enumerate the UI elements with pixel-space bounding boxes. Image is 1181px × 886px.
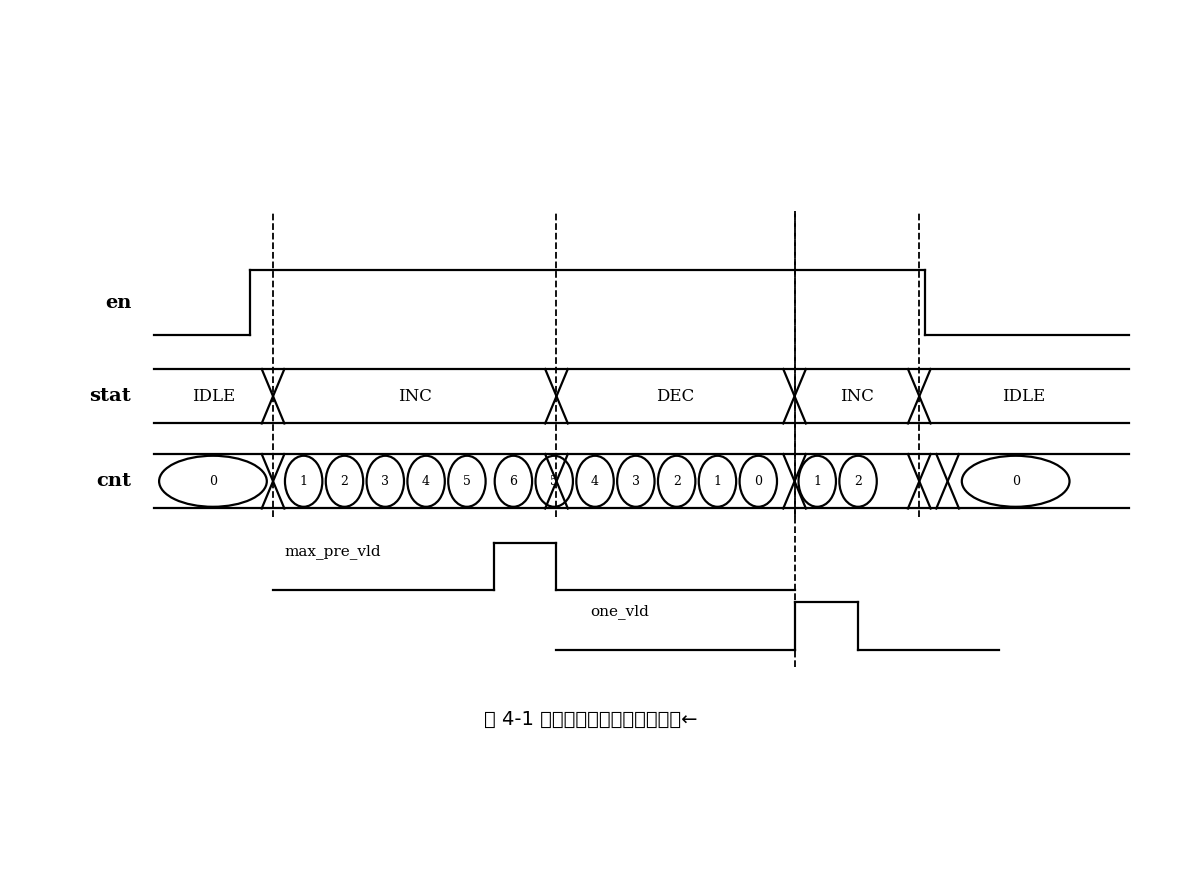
Text: INC: INC xyxy=(398,388,432,405)
Text: 2: 2 xyxy=(340,475,348,488)
Text: DEC: DEC xyxy=(657,388,694,405)
Text: 0: 0 xyxy=(755,475,762,488)
Text: IDLE: IDLE xyxy=(1003,388,1046,405)
Text: 1: 1 xyxy=(713,475,722,488)
Text: 3: 3 xyxy=(381,475,390,488)
Text: 4: 4 xyxy=(422,475,430,488)
Text: 0: 0 xyxy=(209,475,217,488)
Text: 0: 0 xyxy=(1012,475,1019,488)
Text: 4: 4 xyxy=(590,475,599,488)
Text: IDLE: IDLE xyxy=(191,388,235,405)
Text: 图 4-1 中心轴对称计数器设计时序←: 图 4-1 中心轴对称计数器设计时序← xyxy=(484,710,697,729)
Text: 1: 1 xyxy=(300,475,308,488)
Text: 3: 3 xyxy=(632,475,640,488)
Text: 1: 1 xyxy=(814,475,821,488)
Text: en: en xyxy=(105,293,131,312)
Text: 5: 5 xyxy=(463,475,471,488)
Text: max_pre_vld: max_pre_vld xyxy=(285,544,381,559)
Text: one_vld: one_vld xyxy=(590,604,650,618)
Text: 6: 6 xyxy=(509,475,517,488)
Text: 2: 2 xyxy=(673,475,680,488)
Text: 5: 5 xyxy=(550,475,559,488)
Text: INC: INC xyxy=(840,388,874,405)
Text: cnt: cnt xyxy=(97,472,131,490)
Text: 2: 2 xyxy=(854,475,862,488)
Text: stat: stat xyxy=(90,387,131,405)
